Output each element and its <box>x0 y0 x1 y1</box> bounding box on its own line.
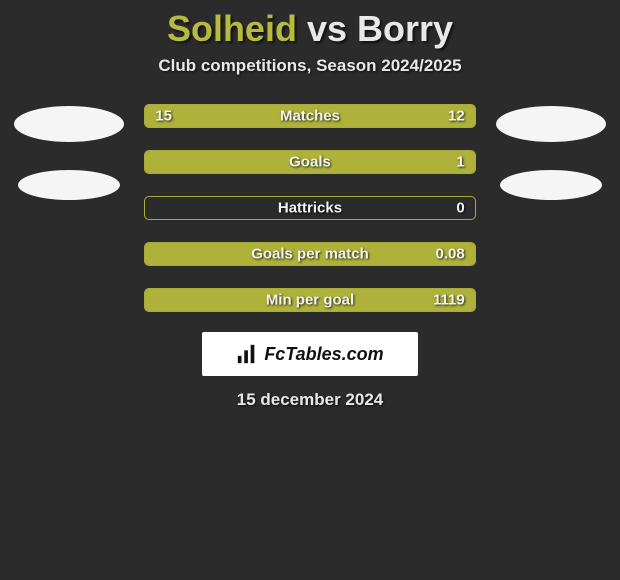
bar-chart-icon <box>236 343 258 365</box>
branding-text: FcTables.com <box>264 344 383 365</box>
player1-name: Solheid <box>167 8 297 49</box>
stat-label: Hattricks <box>278 200 342 217</box>
stat-bar: Goals per match 0.08 <box>144 242 475 266</box>
player2-club-avatar <box>500 170 602 200</box>
stat-bar: Hattricks 0 <box>144 196 475 220</box>
stat-bar: 15 Matches 12 <box>144 104 475 128</box>
stat-label: Min per goal <box>266 292 354 309</box>
comparison-title: Solheid vs Borry <box>12 8 608 50</box>
stat-label: Matches <box>280 108 340 125</box>
stats-section: 15 Matches 12 Goals 1 Hattricks 0 Goals per mat… <box>12 104 608 312</box>
stat-bars: 15 Matches 12 Goals 1 Hattricks 0 Goals per mat… <box>144 104 475 312</box>
player2-name: Borry <box>357 8 453 49</box>
right-avatars <box>494 104 608 200</box>
stat-value-right: 0.08 <box>436 246 465 263</box>
subtitle: Club competitions, Season 2024/2025 <box>12 56 608 76</box>
stat-value-right: 12 <box>448 108 465 125</box>
player1-avatar <box>14 106 124 142</box>
player1-club-avatar <box>18 170 120 200</box>
stat-value-right: 0 <box>456 200 464 217</box>
branding-link[interactable]: FcTables.com <box>202 332 418 376</box>
stat-value-right: 1 <box>456 154 464 171</box>
date-text: 15 december 2024 <box>12 390 608 410</box>
stat-label: Goals per match <box>251 246 369 263</box>
stat-label: Goals <box>289 154 331 171</box>
vs-text: vs <box>307 8 347 49</box>
stat-value-right: 1119 <box>433 292 465 309</box>
stat-bar: Goals 1 <box>144 150 475 174</box>
stat-bar: Min per goal 1119 <box>144 288 475 312</box>
stat-value-left: 15 <box>155 108 172 125</box>
left-avatars <box>12 104 126 200</box>
player2-avatar <box>496 106 606 142</box>
